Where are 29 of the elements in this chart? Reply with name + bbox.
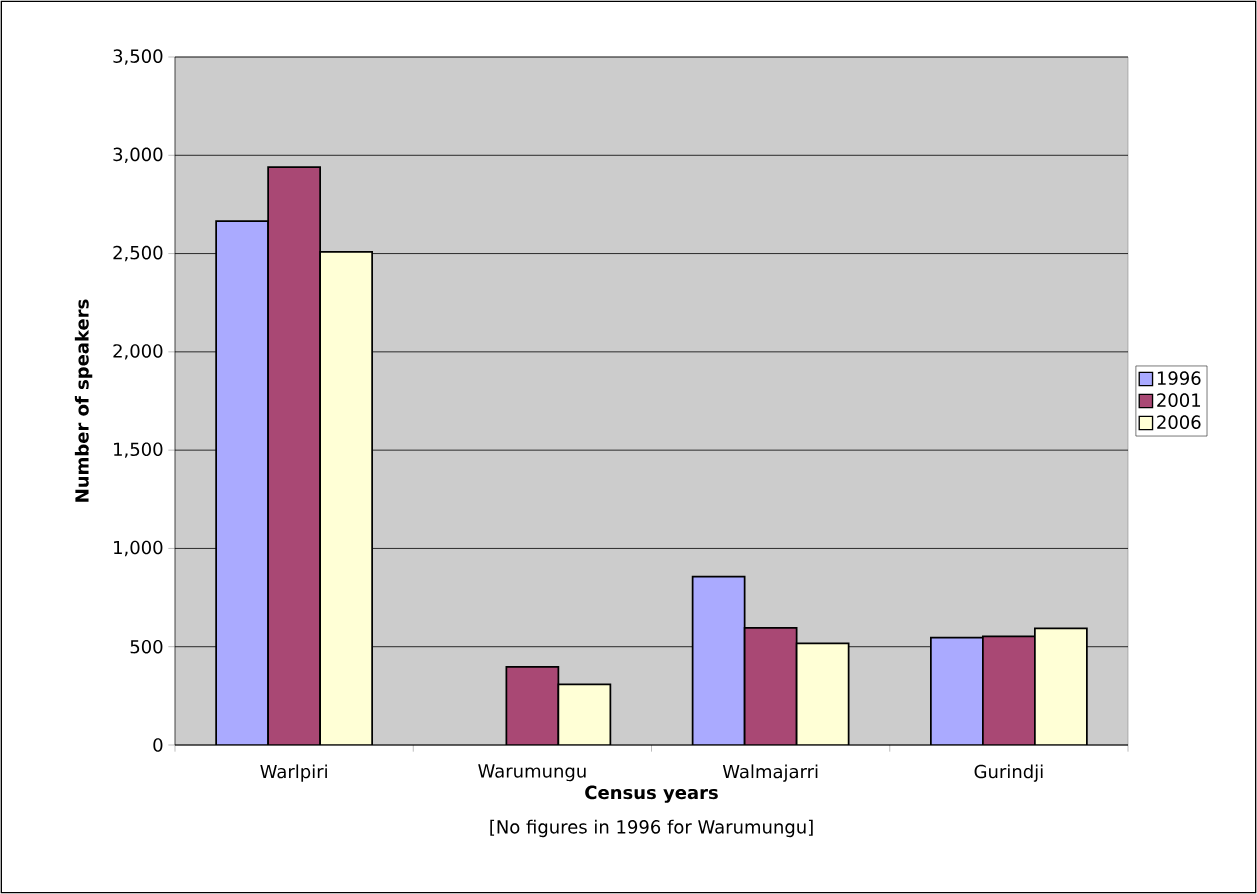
- bar: [557, 683, 612, 745]
- y-tick-label: 2,000: [113, 344, 163, 360]
- bar: [743, 626, 798, 745]
- bar: [795, 642, 850, 745]
- bar: [505, 665, 560, 745]
- legend-label: 1996: [1157, 371, 1201, 385]
- y-tick-label: 3,500: [113, 49, 163, 65]
- bar: [930, 636, 984, 745]
- y-tick-label: 3,000: [113, 147, 163, 164]
- text: [No figures in 1996 for Warumungu]: [490, 819, 813, 838]
- y-tick-label: 500: [130, 639, 163, 654]
- y-axis-title: Number of speakers: [74, 299, 93, 502]
- legend-label: 2006: [1157, 415, 1201, 429]
- y-tick-label: 1,500: [114, 442, 163, 458]
- bar: [982, 635, 1036, 745]
- x-tick-label: Gurindji: [974, 764, 1043, 782]
- bar: [215, 220, 269, 745]
- y-tick-label: 1,000: [114, 540, 163, 557]
- bar: [691, 575, 746, 745]
- bar: [1034, 627, 1088, 745]
- y-tick-label: 2,500: [113, 245, 163, 262]
- x-tick-label: Walmajarri: [722, 764, 818, 782]
- legend-label: 2001: [1157, 393, 1201, 407]
- bar: [267, 166, 321, 745]
- x-tick-label: Warlpiri: [260, 764, 327, 782]
- x-tick-label: Warumungu: [478, 764, 586, 782]
- bar: [319, 250, 373, 745]
- x-axis-title: Census years: [585, 785, 718, 803]
- y-tick-label: 0: [153, 738, 163, 752]
